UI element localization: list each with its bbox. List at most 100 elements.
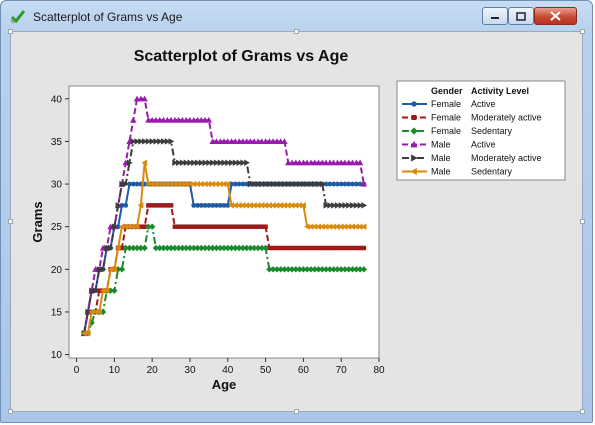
data-point (209, 180, 216, 188)
data-point (349, 266, 356, 273)
data-point (337, 223, 344, 230)
data-point (205, 180, 212, 188)
data-point (138, 224, 144, 229)
data-point (201, 180, 208, 188)
data-point (356, 266, 364, 273)
data-point (232, 159, 239, 166)
data-point (126, 244, 133, 252)
data-point (353, 266, 360, 273)
data-point (297, 180, 303, 188)
data-point (187, 159, 194, 166)
data-point (327, 202, 334, 209)
data-point (111, 223, 118, 230)
data-point (285, 202, 291, 209)
data-point (186, 180, 193, 188)
data-point (176, 224, 181, 229)
data-point (266, 180, 273, 188)
legend-header-gender: Gender (431, 86, 463, 96)
resize-handle-br[interactable] (580, 409, 585, 414)
resize-handle-bc[interactable] (294, 409, 299, 414)
data-point (206, 159, 213, 166)
data-point (119, 245, 125, 251)
data-point (186, 244, 194, 252)
data-point (175, 180, 182, 188)
data-point (320, 245, 325, 251)
legend-gender-label: Male (431, 167, 451, 177)
data-point (119, 180, 126, 188)
data-point (235, 244, 243, 252)
data-point (293, 245, 299, 251)
data-point (252, 224, 257, 229)
data-point (167, 244, 175, 252)
data-point (323, 202, 330, 209)
data-point (229, 224, 234, 229)
data-point (165, 203, 170, 208)
data-point (346, 245, 351, 251)
data-point (251, 180, 258, 188)
minimize-button[interactable] (482, 7, 508, 25)
data-point (122, 223, 129, 230)
data-point (285, 266, 292, 273)
legend-gender-label: Female (431, 99, 461, 109)
data-point (221, 159, 228, 166)
data-point (97, 288, 102, 293)
data-point (171, 180, 178, 188)
data-point (152, 180, 159, 188)
data-point (228, 202, 235, 209)
data-point (330, 266, 337, 273)
data-point (232, 244, 239, 252)
data-point (182, 244, 190, 252)
data-point (217, 244, 224, 252)
data-point (100, 266, 107, 273)
resize-handle-tc[interactable] (294, 29, 299, 34)
data-point (334, 223, 340, 230)
data-point (232, 181, 238, 187)
close-button[interactable] (534, 7, 577, 25)
data-point (353, 202, 360, 209)
data-point (341, 223, 348, 230)
data-point (281, 180, 288, 188)
data-point (327, 245, 333, 251)
data-point (338, 202, 345, 209)
resize-handle-bl[interactable] (8, 409, 13, 414)
data-point (289, 180, 296, 188)
data-point (160, 180, 167, 188)
data-point (285, 180, 292, 188)
data-point (255, 180, 262, 188)
data-point (330, 223, 337, 230)
data-point (152, 244, 160, 252)
data-point (133, 244, 141, 252)
legend-swatch-marker (411, 114, 417, 121)
data-point (307, 223, 314, 230)
resize-handle-mr[interactable] (580, 219, 585, 224)
data-point (194, 244, 201, 252)
data-point (338, 245, 344, 251)
maximize-button[interactable] (508, 7, 534, 25)
legend-item: Male Sedentary (402, 167, 513, 177)
data-point (315, 266, 322, 273)
data-point (236, 224, 242, 229)
data-point (146, 203, 151, 208)
data-point (322, 266, 330, 273)
resize-handle-tl[interactable] (8, 29, 13, 34)
data-point (233, 224, 238, 229)
resize-handle-tr[interactable] (580, 29, 585, 34)
data-point (296, 202, 303, 209)
resize-handle-ml[interactable] (8, 219, 13, 224)
data-point (326, 223, 333, 230)
x-tick-label: 0 (74, 365, 80, 376)
data-point (251, 244, 258, 252)
data-point (229, 159, 235, 166)
y-tick-label: 10 (51, 350, 63, 361)
data-point (338, 181, 344, 187)
title-bar[interactable]: Scatterplot of Grams vs Age (1, 1, 592, 31)
data-point (225, 224, 231, 229)
data-point (240, 181, 246, 187)
data-point (107, 266, 114, 273)
data-point (334, 202, 341, 209)
data-point (118, 266, 126, 273)
data-point (353, 181, 359, 187)
graph-pane: Scatterplot of Grams vs Age 0 10 20 30 40 50 6… (8, 29, 585, 414)
data-point (292, 266, 300, 273)
data-point (145, 180, 151, 188)
